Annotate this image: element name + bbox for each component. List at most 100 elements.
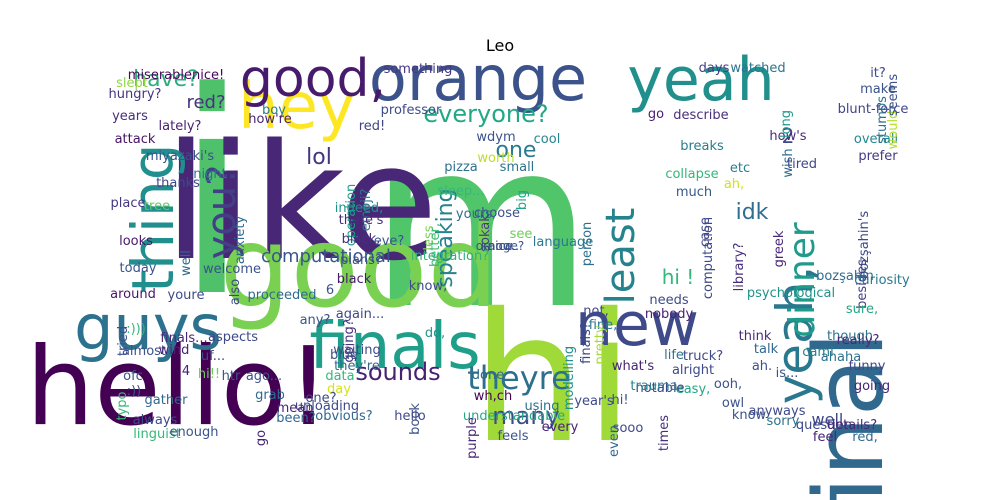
word-105: computation <box>701 217 716 299</box>
word-125: think <box>739 329 772 344</box>
word-100: stumps <box>875 96 890 144</box>
word-51: around <box>110 287 156 302</box>
word-99: seems <box>886 74 901 116</box>
word-45: night <box>193 167 226 182</box>
word-79: person <box>580 222 595 267</box>
word-81: go <box>648 107 664 122</box>
word-1: m <box>369 93 593 360</box>
word-161: book <box>408 403 423 435</box>
word-85: collapse <box>665 167 718 182</box>
word-57: indeed, <box>335 201 383 216</box>
word-68: small <box>500 160 535 175</box>
chart-title: Leo <box>485 36 515 55</box>
word-193: any? <box>300 313 331 328</box>
word-186: almost <box>122 344 166 359</box>
word-160: hello <box>394 409 425 424</box>
word-124: really? <box>837 333 880 348</box>
word-65: better, <box>428 223 443 267</box>
word-19: theyre <box>467 359 571 397</box>
word-39: years <box>112 109 148 124</box>
word-116: 6 <box>326 283 334 298</box>
word-63: again... <box>336 307 384 322</box>
word-89: etc <box>730 161 750 176</box>
word-153: every <box>542 420 579 435</box>
word-90: wish <box>781 148 796 177</box>
word-66: professor <box>381 103 442 118</box>
word-197: nice <box>488 239 513 253</box>
word-82: describe <box>673 108 728 123</box>
word-29: hi ! <box>662 265 695 289</box>
word-108: curiosity <box>854 273 910 288</box>
word-64: less <box>422 225 437 250</box>
word-31: 2 <box>782 124 795 148</box>
word-40: lately? <box>159 119 202 134</box>
word-138: what's <box>612 359 655 374</box>
word-149: details? <box>827 418 877 433</box>
word-175: always <box>133 413 178 428</box>
word-104: psychological <box>747 286 835 301</box>
word-17: dinner <box>782 222 823 338</box>
word-44: miyazaki's <box>146 149 214 164</box>
word-191: tried <box>116 326 131 356</box>
word-179: :)) <box>127 384 142 399</box>
word-96: prefer <box>858 149 898 164</box>
word-58: there's <box>339 213 384 228</box>
word-46: thanks <box>156 176 200 191</box>
word-127: is... <box>776 366 799 381</box>
word-26: idk <box>736 200 769 225</box>
word-54: proceeded <box>248 288 317 303</box>
word-112: not, <box>583 304 608 319</box>
word-137: owl <box>722 396 744 411</box>
word-95: overall <box>854 132 898 147</box>
word-144: times <box>657 415 672 451</box>
word-122: talk <box>754 342 779 357</box>
word-102: library? <box>732 243 747 292</box>
word-192: youre <box>168 288 205 303</box>
word-103: greek <box>772 230 787 267</box>
word-183: hi!! <box>198 367 220 382</box>
word-184: htr <box>222 369 241 384</box>
word-151: red, <box>852 430 877 445</box>
word-101: bozşahin's <box>857 211 872 279</box>
word-3: hi <box>472 275 634 482</box>
word-189: aspects <box>208 330 258 345</box>
word-173: ago... <box>246 369 282 384</box>
word-88: ah, <box>724 177 744 192</box>
word-30: computational <box>261 246 391 267</box>
word-180: typo <box>115 391 130 420</box>
word-49: looks <box>119 234 153 249</box>
word-20: sounds <box>355 358 440 386</box>
word-48: tree <box>144 199 170 214</box>
word-36: miserablenice! <box>128 68 224 83</box>
word-194: well <box>179 250 194 276</box>
word-176: linguist <box>133 427 180 442</box>
word-53: anxiety <box>233 216 248 265</box>
word-114: know, <box>409 279 448 294</box>
word-152: sooo <box>613 421 644 436</box>
word-80: language <box>533 235 594 250</box>
word-143: even <box>607 425 622 457</box>
word-195: also <box>228 279 243 305</box>
word-9: hey <box>238 70 356 144</box>
word-60: plans? <box>340 253 382 268</box>
word-168: blue <box>330 348 358 363</box>
word-72: pizza <box>444 160 477 175</box>
word-142: year's <box>574 394 614 409</box>
word-187: wind <box>159 343 190 358</box>
word-87: case <box>698 217 713 247</box>
word-132: funny <box>849 359 886 374</box>
word-27: one <box>496 138 537 163</box>
word-18: you? <box>199 165 245 260</box>
word-75: yours, <box>456 207 496 222</box>
word-7: orange <box>369 42 587 115</box>
word-98: would <box>886 111 901 150</box>
word-169: one? <box>305 391 336 406</box>
word-190: :))) <box>126 322 146 337</box>
word-166: they're <box>334 359 380 374</box>
word-28: red? <box>186 92 225 113</box>
word-69: wdym <box>476 130 515 145</box>
word-120: pretty <box>593 325 608 365</box>
word-47: place <box>111 196 146 211</box>
word-154: feels <box>498 429 529 444</box>
word-33: something <box>384 62 453 77</box>
